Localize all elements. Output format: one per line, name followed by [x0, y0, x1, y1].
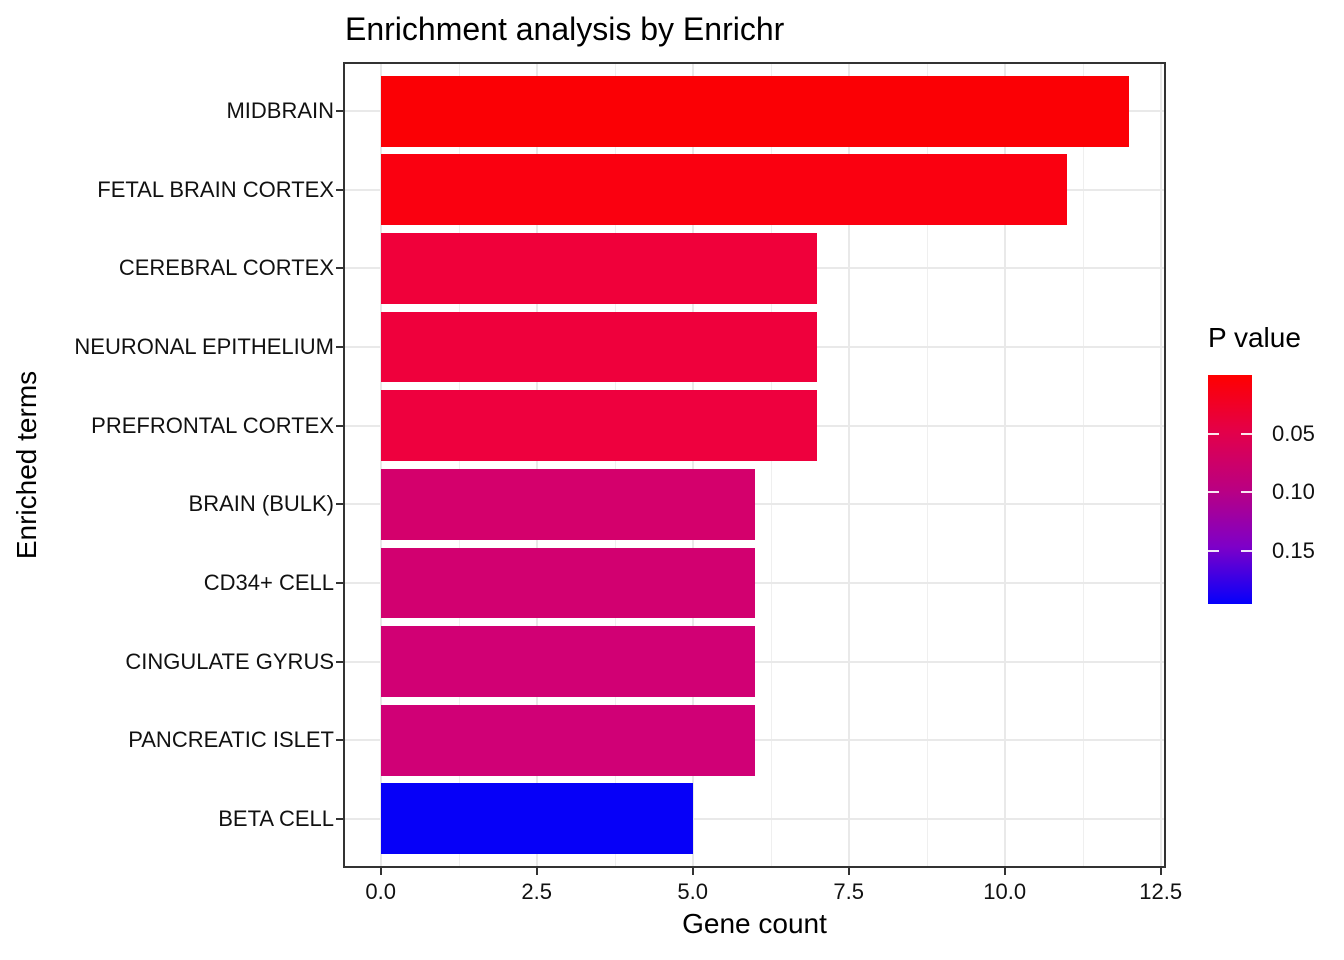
x-tick-label: 5.0: [677, 879, 708, 904]
y-tick-label-midbrain: MIDBRAIN: [226, 98, 334, 124]
y-tick-mark: [336, 424, 343, 427]
legend-gradient-bar: [1208, 375, 1252, 604]
legend-title: P value: [1208, 322, 1301, 353]
y-tick-label-pancreatic-islet: PANCREATIC ISLET: [128, 727, 334, 753]
y-tick-mark: [336, 188, 343, 191]
x-gridline-major: [1159, 64, 1162, 866]
x-tick-mark: [691, 868, 694, 875]
bar-pancreatic-islet: [380, 704, 756, 776]
y-tick-label-brain-bulk: BRAIN (BULK): [188, 491, 334, 517]
legend-tick-mark: [1208, 491, 1219, 494]
x-tick-mark: [847, 868, 850, 875]
x-gridline-major: [535, 64, 538, 866]
y-tick-mark: [336, 110, 343, 113]
legend-tick-mark: [1241, 550, 1252, 553]
x-tick-mark: [1003, 868, 1006, 875]
legend-tick-mark: [1241, 432, 1252, 435]
x-gridline-minor: [614, 64, 616, 866]
legend-tick-label: 0.15: [1272, 538, 1315, 564]
y-tick-label-cd34-cell: CD34+ CELL: [203, 569, 334, 595]
y-tick-mark: [336, 660, 343, 663]
legend-tick-mark: [1208, 550, 1219, 553]
x-gridline-major: [691, 64, 694, 866]
legend-tick-mark: [1241, 491, 1252, 494]
y-tick-label-cingulate-gyrus: CINGULATE GYRUS: [125, 648, 334, 674]
y-tick-mark: [336, 581, 343, 584]
x-tick-label: 2.5: [521, 879, 552, 904]
x-gridline-minor: [458, 64, 460, 866]
plot-panel: [343, 62, 1166, 868]
bar-neuronal-epithelium: [380, 311, 818, 383]
y-tick-mark: [336, 503, 343, 506]
x-tick-mark: [1159, 868, 1162, 875]
legend-tick-mark: [1208, 432, 1219, 435]
bar-cingulate-gyrus: [380, 626, 756, 697]
x-gridline-major: [847, 64, 850, 866]
y-tick-label-cerebral-cortex: CEREBRAL CORTEX: [118, 255, 334, 281]
y-tick-mark: [336, 739, 343, 742]
y-tick-label-fetal-brain-cortex: FETAL BRAIN CORTEX: [97, 176, 334, 202]
x-tick-label: 10.0: [983, 879, 1027, 904]
x-gridline-major: [1003, 64, 1006, 866]
y-gridline: [345, 817, 1164, 820]
x-tick-mark: [379, 868, 382, 875]
bar-beta-cell: [380, 783, 693, 855]
y-tick-label-beta-cell: BETA CELL: [218, 805, 334, 831]
x-gridline-minor: [770, 64, 772, 866]
y-tick-mark: [336, 346, 343, 349]
x-tick-mark: [535, 868, 538, 875]
y-tick-mark: [336, 267, 343, 270]
x-gridline-minor: [1082, 64, 1084, 866]
y-tick-mark: [336, 817, 343, 820]
legend-tick-label: 0.10: [1272, 479, 1315, 505]
y-tick-label-neuronal-epithelium: NEURONAL EPITHELIUM: [74, 334, 334, 360]
x-gridline-minor: [926, 64, 928, 866]
x-tick-label: 0.0: [365, 879, 396, 904]
chart-title: Enrichment analysis by Enrichr: [345, 11, 785, 47]
bar-cerebral-cortex: [380, 233, 818, 304]
bar-cd34-cell: [380, 547, 756, 619]
x-gridline-major: [379, 64, 382, 866]
x-axis-title: Gene count: [682, 908, 827, 939]
x-tick-label: 12.5: [1139, 879, 1183, 904]
legend-tick-label: 0.05: [1272, 420, 1315, 446]
bar-brain-bulk: [380, 468, 756, 540]
bar-fetal-brain-cortex: [380, 154, 1068, 226]
bar-midbrain: [380, 75, 1130, 147]
y-tick-label-prefrontal-cortex: PREFRONTAL CORTEX: [91, 412, 334, 438]
x-tick-label: 7.5: [833, 879, 864, 904]
bar-prefrontal-cortex: [380, 390, 818, 462]
